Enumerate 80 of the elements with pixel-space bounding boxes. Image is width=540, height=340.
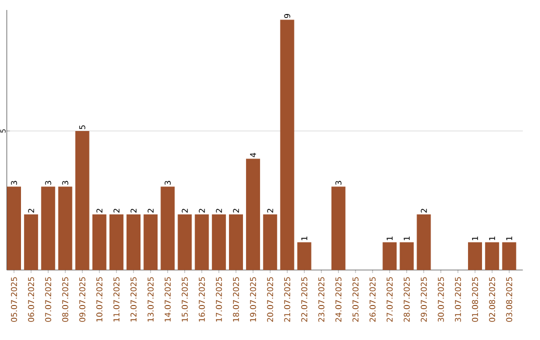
x-tick-label: 05.07.2025 bbox=[10, 277, 18, 322]
bar bbox=[41, 186, 56, 270]
data-label: 1 bbox=[506, 236, 512, 240]
data-label: 1 bbox=[386, 236, 393, 240]
bar bbox=[24, 214, 38, 270]
bar bbox=[126, 214, 141, 270]
bar bbox=[246, 158, 260, 270]
x-tick-label: 01.08.2025 bbox=[472, 277, 478, 322]
x-tick-label: 14.07.2025 bbox=[164, 277, 171, 322]
data-label: 1 bbox=[404, 236, 410, 240]
data-label: 4 bbox=[250, 152, 256, 158]
data-label: 3 bbox=[335, 180, 342, 185]
bar bbox=[75, 130, 90, 270]
bar bbox=[58, 186, 72, 270]
bar bbox=[228, 214, 243, 270]
data-label: 2 bbox=[96, 208, 102, 213]
x-tick-label: 16.07.2025 bbox=[198, 277, 205, 322]
x-tick-label: 12.07.2025 bbox=[130, 277, 137, 322]
data-label: 3 bbox=[45, 180, 52, 185]
data-label: 2 bbox=[28, 208, 34, 213]
bar bbox=[144, 214, 158, 270]
bar bbox=[297, 242, 312, 270]
data-label: 2 bbox=[182, 208, 188, 213]
bar bbox=[502, 242, 516, 270]
x-tick-label: 10.07.2025 bbox=[96, 277, 102, 322]
data-label: 1 bbox=[301, 236, 308, 240]
bar bbox=[160, 186, 175, 270]
x-tick-label: 13.07.2025 bbox=[148, 277, 154, 322]
bar bbox=[263, 214, 278, 270]
bar bbox=[382, 242, 397, 270]
data-label: 2 bbox=[148, 208, 154, 213]
x-tick-label: 02.08.2025 bbox=[489, 277, 496, 322]
x-tick-label: 03.08.2025 bbox=[506, 277, 512, 322]
x-tick-label: 17.07.2025 bbox=[216, 277, 222, 322]
data-label: 2 bbox=[233, 208, 239, 213]
x-tick-label: 27.07.2025 bbox=[386, 277, 393, 322]
x-tick-label: 23.07.2025 bbox=[318, 277, 324, 322]
bar bbox=[485, 242, 500, 270]
bar bbox=[468, 242, 482, 270]
data-label: 1 bbox=[472, 236, 478, 240]
x-tick-label: 26.07.2025 bbox=[370, 277, 376, 322]
x-tick-label: 09.07.2025 bbox=[79, 277, 86, 322]
data-label: 2 bbox=[267, 208, 274, 213]
x-tick-label: 07.07.2025 bbox=[45, 277, 52, 322]
data-label: 5 bbox=[79, 125, 86, 130]
x-tick-label: 31.07.2025 bbox=[454, 277, 461, 322]
data-label: 9 bbox=[284, 14, 290, 18]
bar bbox=[92, 214, 106, 270]
bar bbox=[400, 242, 414, 270]
bar bbox=[178, 214, 192, 270]
x-tick-label: 11.07.2025 bbox=[113, 277, 120, 322]
data-label: 2 bbox=[198, 208, 205, 213]
data-label: 2 bbox=[113, 208, 120, 213]
bar bbox=[331, 186, 346, 270]
data-label: 3 bbox=[164, 180, 171, 185]
x-tick-label: 18.07.2025 bbox=[232, 277, 239, 322]
x-tick-label: 25.07.2025 bbox=[352, 277, 359, 322]
x-tick-label: 29.07.2025 bbox=[420, 277, 427, 322]
bar bbox=[109, 214, 124, 270]
x-tick-label: 15.07.2025 bbox=[182, 277, 188, 322]
x-tick-label: 30.07.2025 bbox=[438, 277, 444, 322]
bar bbox=[212, 214, 226, 270]
bar bbox=[194, 214, 209, 270]
data-label: 2 bbox=[130, 208, 136, 213]
x-tick-label: 06.07.2025 bbox=[28, 277, 34, 322]
data-label: 3 bbox=[10, 180, 18, 185]
x-tick-label: 28.07.2025 bbox=[404, 277, 410, 322]
x-tick-label: 08.07.2025 bbox=[62, 277, 68, 322]
x-tick-label: 20.07.2025 bbox=[267, 277, 274, 322]
bar bbox=[416, 214, 431, 270]
x-tick-label: 21.07.2025 bbox=[284, 277, 290, 322]
data-label: 2 bbox=[420, 208, 427, 213]
x-tick-label: 22.07.2025 bbox=[301, 277, 308, 322]
bar bbox=[280, 20, 294, 270]
x-tick-label: 19.07.2025 bbox=[250, 277, 256, 322]
data-label: 1 bbox=[489, 236, 496, 240]
data-label: 2 bbox=[216, 208, 222, 213]
data-label: 3 bbox=[62, 180, 68, 185]
bar bbox=[7, 186, 21, 270]
x-tick-label: 24.07.2025 bbox=[335, 277, 342, 322]
